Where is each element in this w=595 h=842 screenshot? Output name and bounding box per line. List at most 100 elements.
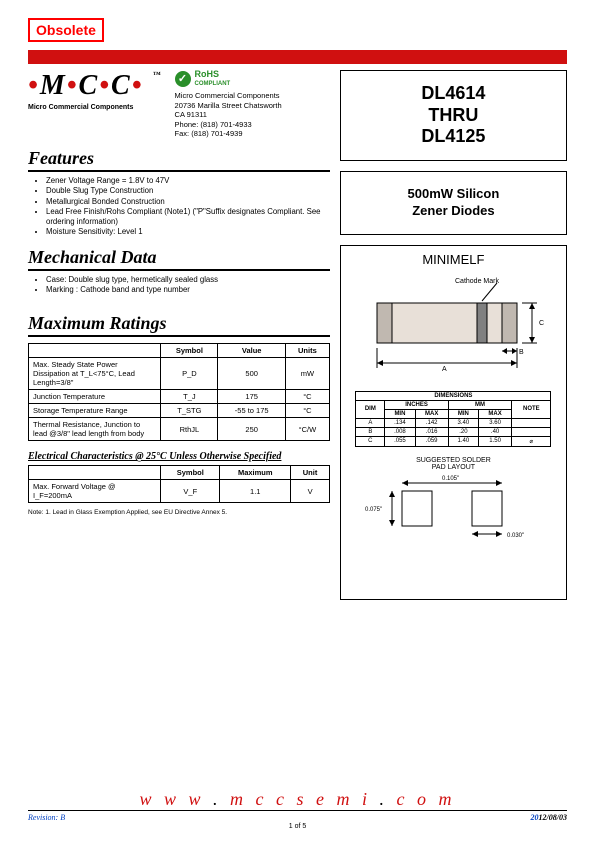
- dim-a-label: A: [442, 366, 447, 373]
- right-column: DL4614 THRU DL4125 500mW Silicon Zener D…: [340, 70, 567, 600]
- cell: .059: [415, 436, 448, 446]
- cell: Max. Steady State Power Dissipation at T…: [29, 358, 161, 390]
- col-h: MM: [448, 400, 511, 409]
- cell: 250: [218, 418, 286, 441]
- addr-fax: Fax: (818) 701-4939: [175, 129, 282, 138]
- mcc-logo: •M•C•C• ™: [28, 70, 163, 102]
- features-heading: Features: [28, 148, 330, 172]
- date-md: /08/03: [547, 813, 567, 822]
- rohs-sub: COMPLIANT: [195, 81, 231, 87]
- col-blank: [29, 344, 161, 358]
- date-y2: 12: [539, 813, 547, 822]
- dims-header: DIMENSIONS: [356, 391, 551, 400]
- cell: .016: [415, 427, 448, 436]
- footer: w w w . m c c s e m i . c o m Revision: …: [28, 791, 567, 830]
- solder-title: SUGGESTED SOLDER PAD LAYOUT: [347, 457, 560, 471]
- cell: .40: [478, 427, 511, 436]
- solder-t1: SUGGESTED SOLDER: [347, 457, 560, 464]
- cell: Thermal Resistance, Junction to lead @3/…: [29, 418, 161, 441]
- col-h: DIM: [356, 400, 385, 418]
- header-red-bar: [28, 50, 567, 64]
- cell: Junction Temperature: [29, 390, 161, 404]
- addr-street: 20736 Marilla Street Chatsworth: [175, 101, 282, 110]
- rohs-label: RoHS: [195, 69, 220, 79]
- elec-table: Symbol Maximum Unit Max. Forward Voltage…: [28, 465, 330, 503]
- dim-b-label: B: [519, 349, 524, 356]
- note-text: Note: 1. Lead in Glass Exemption Applied…: [28, 509, 330, 516]
- cell: .20: [448, 427, 478, 436]
- subtitle-line: 500mW Silicon: [347, 186, 560, 203]
- cell: [512, 418, 551, 427]
- cell: 500: [218, 358, 286, 390]
- pn-line: THRU: [347, 105, 560, 127]
- table-row: Symbol Maximum Unit: [29, 466, 330, 480]
- table-row: Max. Steady State Power Dissipation at T…: [29, 358, 330, 390]
- subtitle-box: 500mW Silicon Zener Diodes: [340, 171, 567, 235]
- pn-line: DL4614: [347, 83, 560, 105]
- cell: RthJL: [161, 418, 218, 441]
- cell: 175: [218, 390, 286, 404]
- solder-pad-drawing: 0.105" 0.075" 0.030": [347, 471, 557, 551]
- company-address: Micro Commercial Components 20736 Marill…: [175, 91, 282, 138]
- check-icon: ✓: [175, 71, 191, 87]
- pn-line: DL4125: [347, 126, 560, 148]
- pad-h: 0.075": [365, 507, 382, 513]
- dim-c-label: C: [539, 320, 544, 327]
- cell: mW: [285, 358, 329, 390]
- col-h: Symbol: [161, 466, 220, 480]
- cell: Max. Forward Voltage @ I_F=200mA: [29, 480, 161, 503]
- revision: Revision: B: [28, 813, 65, 822]
- cell: [512, 427, 551, 436]
- cell: T_J: [161, 390, 218, 404]
- addr-phone: Phone: (818) 701-4933: [175, 120, 282, 129]
- cell: V_F: [161, 480, 220, 503]
- col-h: NOTE: [512, 400, 551, 418]
- addr-name: Micro Commercial Components: [175, 91, 282, 100]
- table-row: Thermal Resistance, Junction to lead @3/…: [29, 418, 330, 441]
- cell: -55 to 175: [218, 404, 286, 418]
- rohs-badge: ✓ RoHS COMPLIANT: [175, 70, 231, 87]
- mech-list: Case: Double slug type, hermetically sea…: [46, 275, 330, 295]
- maxratings-table: Symbol Value Units Max. Steady State Pow…: [28, 343, 330, 441]
- col-h: Maximum: [220, 466, 291, 480]
- list-item: Zener Voltage Range = 1.8V to 47V: [46, 176, 330, 186]
- cell: A: [356, 418, 385, 427]
- left-column: •M•C•C• ™ Micro Commercial Components ✓ …: [28, 70, 330, 600]
- table-row: Storage Temperature Range T_STG -55 to 1…: [29, 404, 330, 418]
- list-item: Metallurgical Bonded Construction: [46, 197, 330, 207]
- col-h: Value: [218, 344, 286, 358]
- cell: .142: [415, 418, 448, 427]
- pad-w: 0.105": [442, 476, 459, 482]
- package-drawing: Cathode Mark A B: [347, 273, 557, 383]
- cell: C: [356, 436, 385, 446]
- company-sub: Micro Commercial Components: [28, 104, 163, 111]
- list-item: Double Slug Type Construction: [46, 186, 330, 196]
- solder-t2: PAD LAYOUT: [347, 464, 560, 471]
- cell: 1.40: [448, 436, 478, 446]
- package-name: MINIMELF: [347, 252, 560, 267]
- footer-url: w w w . m c c s e m i . c o m: [28, 789, 567, 810]
- col-h: MAX: [478, 409, 511, 418]
- cell: T_STG: [161, 404, 218, 418]
- cell: .008: [385, 427, 415, 436]
- obsolete-stamp: Obsolete: [28, 18, 104, 42]
- maxratings-heading: Maximum Ratings: [28, 313, 330, 337]
- cell: V: [291, 480, 330, 503]
- cell: 1.1: [220, 480, 291, 503]
- cell: ⌀: [512, 436, 551, 446]
- dimensions-table: DIMENSIONS DIM INCHES MM NOTE MIN MAX MI…: [355, 391, 551, 447]
- cell: °C: [285, 404, 329, 418]
- date-y1: 20: [531, 813, 539, 822]
- cell: °C/W: [285, 418, 329, 441]
- col-h: Symbol: [161, 344, 218, 358]
- cell: .055: [385, 436, 415, 446]
- table-row: Junction Temperature T_J 175 °C: [29, 390, 330, 404]
- list-item: Case: Double slug type, hermetically sea…: [46, 275, 330, 285]
- col-blank: [29, 466, 161, 480]
- cell: 1.50: [478, 436, 511, 446]
- pad-w2: 0.030": [507, 533, 524, 539]
- page-number: 1 of 5: [28, 823, 567, 830]
- col-h: INCHES: [385, 400, 448, 409]
- cell: Storage Temperature Range: [29, 404, 161, 418]
- subtitle-line: Zener Diodes: [347, 203, 560, 220]
